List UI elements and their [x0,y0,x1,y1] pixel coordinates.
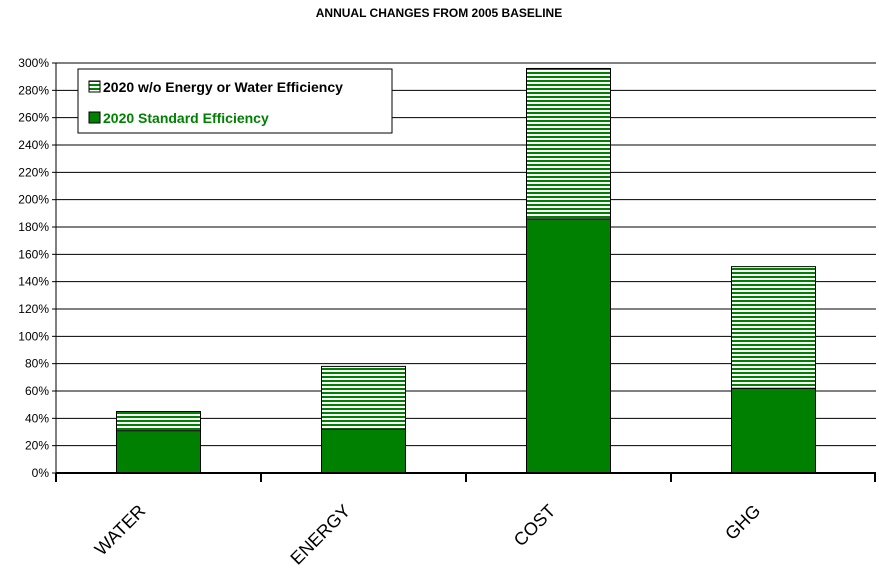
legend-swatch [88,80,101,93]
legend: 2020 w/o Energy or Water Efficiency 2020 … [77,68,393,134]
y-tick-label: 300% [18,56,49,70]
y-tick-label: 240% [18,138,49,152]
y-tick-label: 60% [25,384,49,398]
y-tick-label: 220% [18,165,49,179]
x-tick-labels: WATER ENERGY COST GHG [91,501,765,569]
legend-box [77,68,393,134]
x-tick-label: WATER [91,501,150,560]
bar-water-series-1 [116,411,201,432]
bar-cost-series-1 [526,67,611,220]
y-tick-label: 0% [32,466,50,480]
x-tick-label: GHG [721,501,764,544]
x-tick-label: COST [510,501,560,551]
legend-label: 2020 w/o Energy or Water Efficiency [103,79,343,95]
bar-water-series-0 [116,430,201,474]
y-tick-label: 160% [18,247,49,261]
bar-cost-series-0 [526,218,611,474]
x-tick-label: ENERGY [286,501,354,569]
y-tick-label: 280% [18,83,49,97]
gridlines [56,62,876,447]
y-tick-label: 260% [18,111,49,125]
y-tick-label: 100% [18,329,49,343]
y-tick-labels: 0% 20% 40% 60% 80% 100% 120% 140% 160% 180% 200% 22… [18,56,49,480]
bar-ghg-series-1 [731,266,816,389]
y-tick-label: 40% [25,411,49,425]
y-tick-label: 120% [18,302,49,316]
legend-swatch [88,111,101,124]
y-tick-label: 20% [25,439,49,453]
y-tick-label: 140% [18,275,49,289]
bar-energy-series-0 [321,428,406,474]
bars [116,67,816,474]
chart-title: ANNUAL CHANGES FROM 2005 BASELINE [316,6,562,20]
axes [52,62,876,482]
bar-ghg-series-0 [731,387,816,474]
legend-label: 2020 Standard Efficiency [103,110,269,126]
y-tick-label: 200% [18,193,49,207]
bar-energy-series-1 [321,365,406,430]
y-tick-label: 80% [25,357,49,371]
y-tick-label: 180% [18,220,49,234]
